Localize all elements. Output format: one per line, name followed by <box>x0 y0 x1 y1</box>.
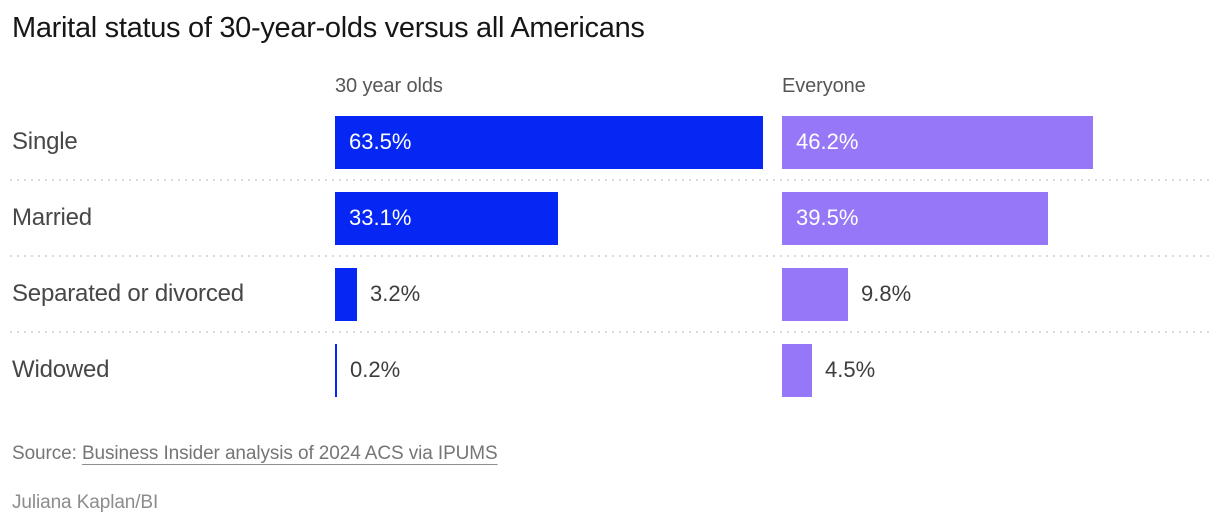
column-headers: 30 year olds Everyone <box>0 75 1220 99</box>
bar-chart: Single 63.5% 46.2% Married 33.1% 39.5% S… <box>0 105 1220 407</box>
category-label: Widowed <box>12 356 110 383</box>
chart-row: Married 33.1% 39.5% <box>0 181 1220 255</box>
value-label: 39.5% <box>796 205 859 230</box>
bar-everyone: 46.2% <box>782 115 1093 169</box>
bar-cell-30-year-olds: 0.2% <box>335 343 782 397</box>
value-label: 9.8% <box>861 281 912 306</box>
row-separator <box>10 179 1214 181</box>
row-separator <box>10 255 1214 257</box>
value-label: 3.2% <box>370 281 421 306</box>
credit: Juliana Kaplan/BI <box>12 492 159 513</box>
value-label: 46.2% <box>796 129 859 154</box>
bar-30-year-olds: 33.1% <box>335 191 558 245</box>
value-label: 0.2% <box>350 357 401 382</box>
value-label: 4.5% <box>825 357 876 382</box>
column-header-everyone: Everyone <box>782 75 866 97</box>
chart-row: Separated or divorced 3.2% 9.8% <box>0 257 1220 331</box>
value-label: 33.1% <box>349 205 412 230</box>
bar-cell-everyone: 4.5% <box>782 343 1220 397</box>
category-label: Single <box>12 128 78 155</box>
bar-everyone: 39.5% <box>782 191 1048 245</box>
source-prefix: Source: <box>12 443 77 464</box>
source-line: Source: Business Insider analysis of 202… <box>12 443 1220 465</box>
bar-cell-30-year-olds: 3.2% <box>335 267 782 321</box>
value-label: 63.5% <box>349 129 412 154</box>
bar-30-year-olds <box>335 343 337 397</box>
bar-cell-30-year-olds: 63.5% <box>335 115 782 169</box>
row-separator <box>10 331 1214 333</box>
bar-everyone <box>782 343 812 397</box>
bar-30-year-olds: 63.5% <box>335 115 763 169</box>
chart-title: Marital status of 30-year-olds versus al… <box>12 12 645 44</box>
chart-row: Widowed 0.2% 4.5% <box>0 333 1220 407</box>
chart-row: Single 63.5% 46.2% <box>0 105 1220 179</box>
bar-everyone <box>782 267 848 321</box>
bar-cell-everyone: 39.5% <box>782 191 1220 245</box>
bar-cell-30-year-olds: 33.1% <box>335 191 782 245</box>
category-label: Married <box>12 204 92 231</box>
source-link[interactable]: Business Insider analysis of 2024 ACS vi… <box>81 443 498 464</box>
bar-cell-everyone: 46.2% <box>782 115 1220 169</box>
category-label: Separated or divorced <box>12 280 244 307</box>
bar-30-year-olds <box>335 267 357 321</box>
column-header-30-year-olds: 30 year olds <box>335 75 443 97</box>
bar-cell-everyone: 9.8% <box>782 267 1220 321</box>
